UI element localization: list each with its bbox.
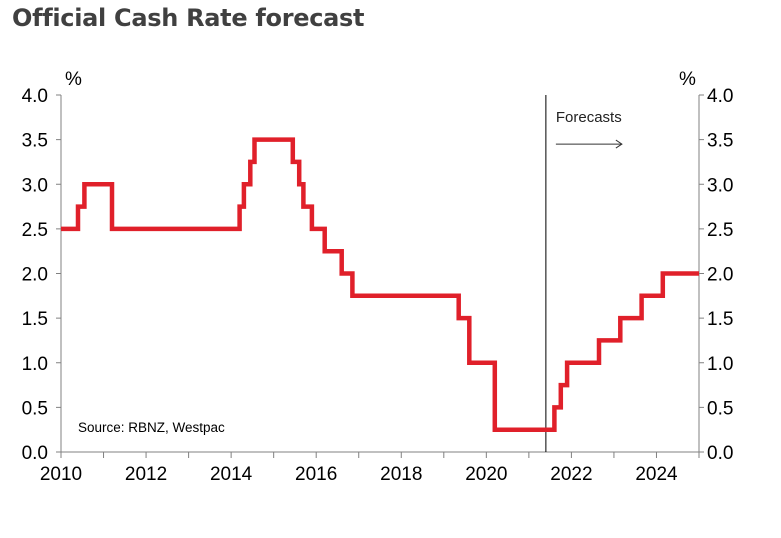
y-tick-label-left: 2.0 (22, 265, 48, 286)
chart-title: Official Cash Rate forecast (12, 4, 365, 32)
forecast-label: Forecasts (556, 109, 622, 126)
y-tick-label-right: 3.0 (707, 175, 733, 196)
x-tick-label: 2010 (40, 464, 82, 485)
x-tick-label: 2020 (465, 464, 507, 485)
x-tick-label: 2022 (550, 464, 592, 485)
x-tick-label: 2024 (635, 464, 678, 485)
y-tick-label-right: 0.5 (707, 398, 733, 419)
y-axis-left: 0.0 0.5 1.0 1.5 2.0 2.5 3.0 3.5 4.0 (22, 86, 62, 464)
y-tick-label-right: 2.5 (707, 220, 733, 241)
y-tick-label-left: 4.0 (22, 86, 48, 107)
y-tick-label-left: 0.0 (22, 443, 48, 464)
y-tick-label-left: 3.0 (22, 175, 48, 196)
y-tick-label-left: 1.5 (22, 309, 48, 330)
y-unit-left: % (65, 69, 82, 90)
y-unit-right: % (679, 69, 696, 90)
y-tick-label-right: 1.5 (707, 309, 733, 330)
series-group (61, 137, 699, 432)
x-tick-label: 2012 (125, 464, 167, 485)
y-tick-label-left: 2.5 (22, 220, 48, 241)
source-note: Source: RBNZ, Westpac (78, 420, 225, 435)
x-tick-label: 2014 (210, 464, 253, 485)
forecast-marker: Forecasts (545, 95, 623, 452)
x-axis: 2010 2012 2014 2016 2018 2020 2022 2024 (40, 451, 700, 485)
series-line-ocr (61, 137, 699, 432)
y-tick-label-right: 2.0 (707, 265, 733, 286)
x-tick-label: 2016 (295, 464, 337, 485)
y-tick-label-right: 3.5 (707, 131, 733, 152)
y-tick-label-left: 0.5 (22, 398, 48, 419)
y-tick-label-left: 1.0 (22, 354, 48, 375)
y-tick-label-right: 0.0 (707, 443, 733, 464)
x-tick-label: 2018 (380, 464, 422, 485)
y-axis-right: 0.0 0.5 1.0 1.5 2.0 2.5 3.0 3.5 4.0 (698, 86, 733, 464)
y-tick-label-right: 4.0 (707, 86, 733, 107)
forecast-arrow-head (615, 139, 623, 149)
y-tick-label-right: 1.0 (707, 354, 733, 375)
y-tick-label-left: 3.5 (22, 131, 48, 152)
